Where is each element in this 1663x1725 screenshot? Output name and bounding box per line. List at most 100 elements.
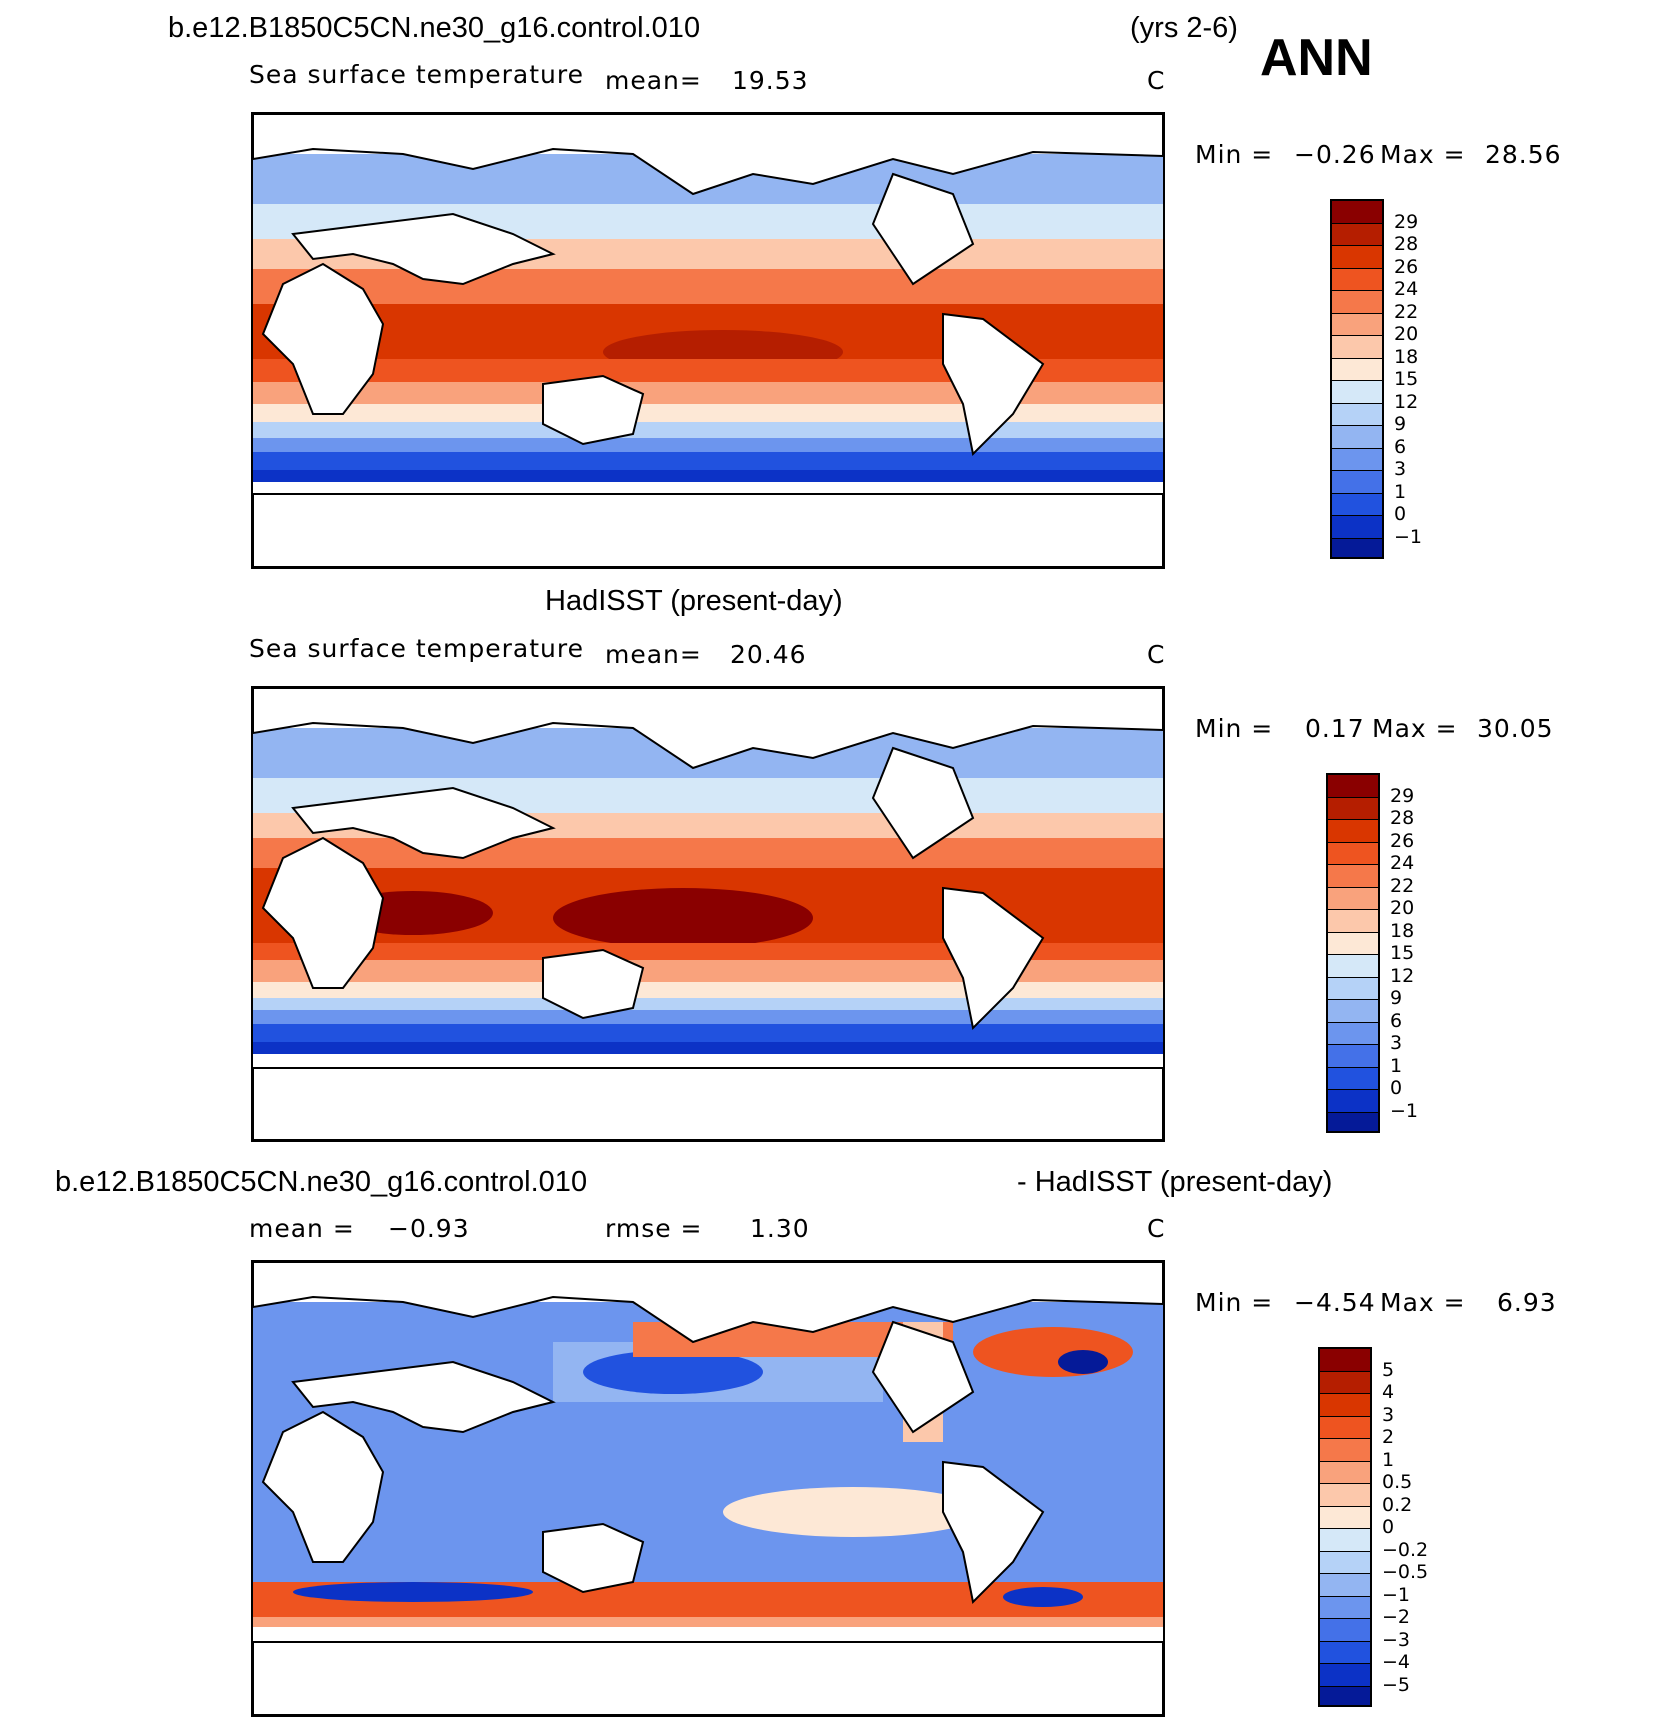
- colorbar-swatch: [1332, 223, 1382, 246]
- colorbar-tick-label: 15: [1390, 942, 1415, 964]
- colorbar-tick-label: 6: [1390, 1009, 1403, 1032]
- panel2-colorbar: [1326, 773, 1380, 1133]
- panel2-map-graphic: [253, 688, 1163, 1140]
- panel1-colorbar: [1330, 199, 1384, 559]
- colorbar-tick-label: 3: [1390, 1032, 1403, 1054]
- colorbar-swatch: [1332, 246, 1382, 269]
- colorbar-swatch: [1320, 1574, 1370, 1597]
- colorbar-swatch: [1320, 1529, 1370, 1552]
- colorbar-tick-label: 26: [1390, 829, 1415, 852]
- colorbar-swatch: [1320, 1551, 1370, 1574]
- colorbar-tick-label: −1: [1394, 525, 1423, 548]
- colorbar-swatch: [1332, 336, 1382, 359]
- panel1-mean-value: 19.53: [732, 66, 809, 95]
- colorbar-tick-label: 15: [1394, 368, 1419, 390]
- panel3-title-right: - HadISST (present-day): [1017, 1166, 1333, 1198]
- colorbar-swatch: [1328, 910, 1378, 933]
- panel3-max-value: 6.93: [1497, 1288, 1557, 1317]
- colorbar-swatch: [1320, 1596, 1370, 1619]
- panel2-min-value: 0.17: [1305, 714, 1365, 743]
- panel3-colorbar: [1318, 1347, 1372, 1707]
- colorbar-tick-label: 9: [1390, 987, 1403, 1009]
- colorbar-tick-label: 3: [1394, 458, 1407, 480]
- colorbar-swatch: [1328, 1067, 1378, 1090]
- panel1-mean-label: mean=: [605, 66, 702, 95]
- colorbar-tick-label: −5: [1382, 1673, 1411, 1696]
- panel3-units: C: [1147, 1214, 1166, 1243]
- colorbar-swatch: [1332, 381, 1382, 404]
- colorbar-tick-label: 0: [1394, 503, 1407, 525]
- colorbar-tick-label: −0.5: [1382, 1561, 1429, 1583]
- colorbar-swatch: [1332, 313, 1382, 336]
- colorbar-swatch: [1328, 820, 1378, 843]
- colorbar-swatch: [1320, 1484, 1370, 1507]
- colorbar-swatch: [1320, 1371, 1370, 1394]
- colorbar-swatch: [1320, 1416, 1370, 1439]
- colorbar-tick-label: −4: [1382, 1651, 1411, 1673]
- panel3-map-graphic: [253, 1262, 1163, 1715]
- panel3-rmse-label: rmse =: [605, 1214, 703, 1243]
- colorbar-tick-label: 20: [1394, 323, 1419, 345]
- colorbar-tick-label: 5: [1382, 1358, 1395, 1381]
- panel2-max-label: Max =: [1372, 714, 1458, 743]
- panel3-mean-value: −0.93: [388, 1214, 470, 1243]
- panel2-mean-value: 20.46: [730, 640, 807, 669]
- panel3-max-label: Max =: [1380, 1288, 1466, 1317]
- colorbar-tick-label: 24: [1390, 852, 1415, 874]
- panel1-max-value: 28.56: [1485, 140, 1562, 169]
- colorbar-swatch: [1320, 1641, 1370, 1664]
- colorbar-tick-label: 12: [1390, 964, 1415, 987]
- colorbar-swatch: [1320, 1461, 1370, 1484]
- colorbar-tick-label: 9: [1394, 413, 1407, 435]
- colorbar-swatch: [1328, 1000, 1378, 1023]
- colorbar-tick-label: 0.2: [1382, 1493, 1413, 1516]
- colorbar-swatch: [1328, 1112, 1378, 1131]
- panel2-variable: Sea surface temperature: [249, 634, 584, 663]
- colorbar-swatch: [1328, 887, 1378, 910]
- panel1-max-label: Max =: [1380, 140, 1466, 169]
- colorbar-swatch: [1328, 932, 1378, 955]
- colorbar-swatch: [1332, 538, 1382, 557]
- colorbar-tick-label: 20: [1390, 897, 1415, 919]
- colorbar-swatch: [1328, 1090, 1378, 1113]
- colorbar-swatch: [1328, 977, 1378, 1000]
- colorbar-tick-label: −2: [1382, 1606, 1411, 1628]
- panel2-max-value: 30.05: [1477, 714, 1554, 743]
- colorbar-swatch: [1328, 797, 1378, 820]
- colorbar-tick-label: 0: [1382, 1516, 1395, 1538]
- panel1-min-value: −0.26: [1294, 140, 1376, 169]
- colorbar-tick-label: 12: [1394, 390, 1419, 413]
- colorbar-tick-label: 0.5: [1382, 1471, 1413, 1493]
- panel2-mean-label: mean=: [605, 640, 702, 669]
- colorbar-tick-label: −0.2: [1382, 1538, 1429, 1561]
- case-name-title: b.e12.B1850C5CN.ne30_g16.control.010: [168, 12, 701, 44]
- panel3-difference-map: [251, 1260, 1165, 1717]
- colorbar-tick-label: 2: [1382, 1426, 1395, 1448]
- colorbar-swatch: [1332, 358, 1382, 381]
- season-label: ANN: [1260, 29, 1373, 87]
- panel3-rmse-value: 1.30: [750, 1214, 810, 1243]
- panel2-min-label: Min =: [1195, 714, 1274, 743]
- colorbar-tick-label: 29: [1394, 210, 1419, 233]
- colorbar-tick-label: −1: [1382, 1583, 1411, 1606]
- colorbar-swatch: [1332, 201, 1382, 224]
- colorbar-tick-label: 1: [1394, 480, 1407, 503]
- colorbar-swatch: [1320, 1619, 1370, 1642]
- colorbar-tick-label: 18: [1394, 345, 1419, 368]
- colorbar-swatch: [1332, 403, 1382, 426]
- panel1-units: C: [1147, 66, 1166, 95]
- colorbar-tick-label: 28: [1390, 807, 1415, 829]
- panel3-min-label: Min =: [1195, 1288, 1274, 1317]
- panel1-min-label: Min =: [1195, 140, 1274, 169]
- panel2-sst-map: [251, 686, 1165, 1142]
- colorbar-tick-label: 22: [1394, 300, 1419, 323]
- colorbar-tick-label: 24: [1394, 278, 1419, 300]
- colorbar-swatch: [1328, 955, 1378, 978]
- colorbar-swatch: [1332, 493, 1382, 516]
- colorbar-tick-label: 4: [1382, 1381, 1395, 1403]
- colorbar-swatch: [1320, 1439, 1370, 1462]
- colorbar-swatch: [1328, 1022, 1378, 1045]
- colorbar-swatch: [1332, 426, 1382, 449]
- colorbar-swatch: [1332, 516, 1382, 539]
- colorbar-swatch: [1332, 268, 1382, 291]
